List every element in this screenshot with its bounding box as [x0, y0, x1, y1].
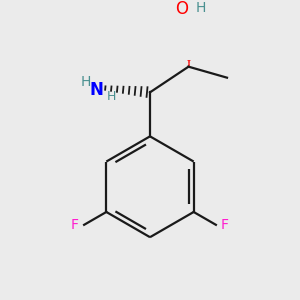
Text: H: H: [195, 1, 206, 15]
Text: H: H: [107, 90, 116, 104]
Text: O: O: [176, 0, 189, 18]
Text: N: N: [90, 81, 104, 99]
Text: H: H: [81, 75, 91, 89]
Text: F: F: [221, 218, 229, 232]
Text: F: F: [71, 218, 79, 232]
